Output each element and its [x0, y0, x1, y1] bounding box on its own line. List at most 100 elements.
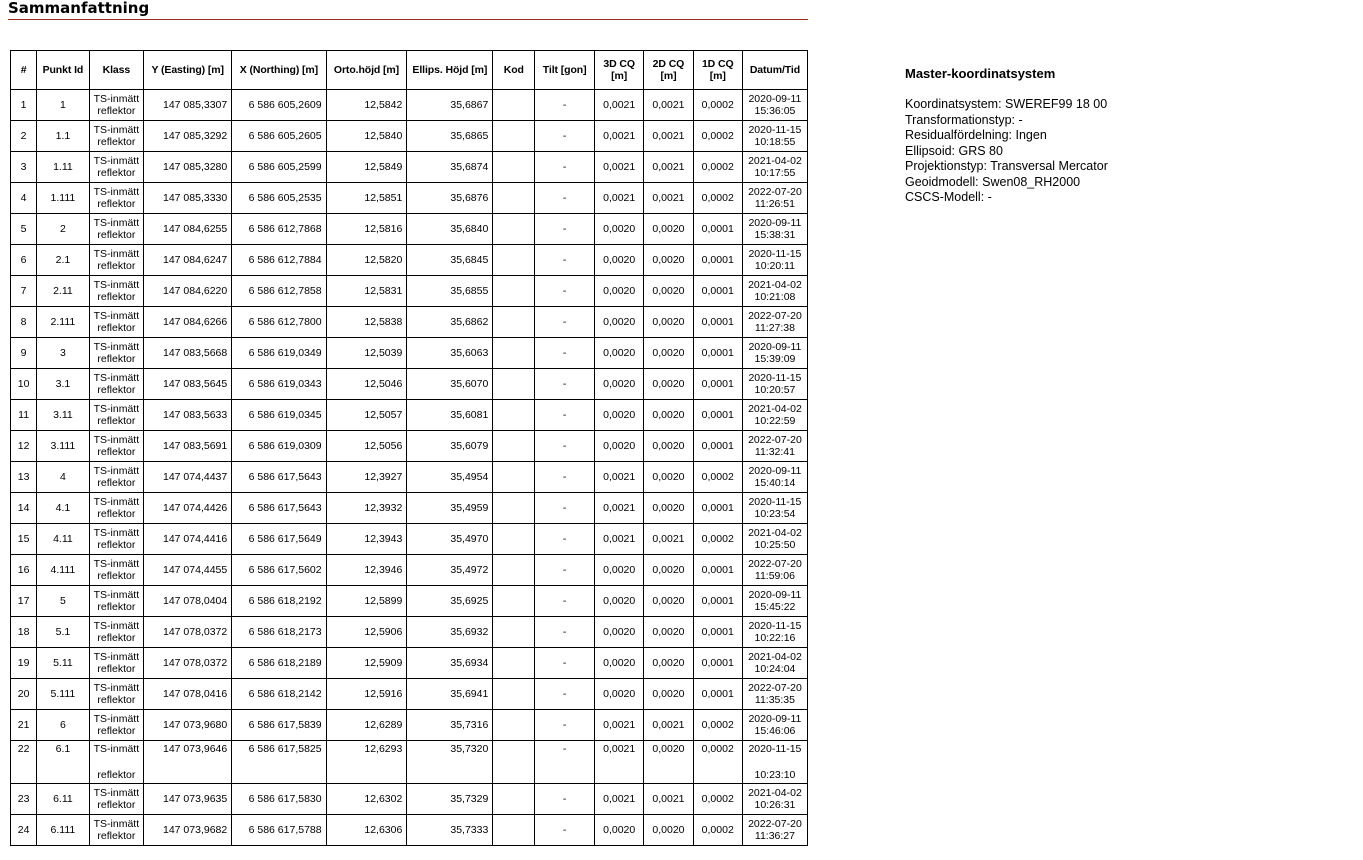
cell-x: 6 586 617,5825 — [231, 740, 327, 784]
table-row[interactable]: 5 2 TS-inmätt reflektor 147 084,6255 6 586 6… — [9, 213, 809, 245]
cell-punkt: 6.11 — [36, 783, 90, 815]
cell-x: 6 586 617,5839 — [231, 709, 327, 741]
cell-y: 147 084,6247 — [143, 244, 233, 276]
table-header-row: # Punkt Id Klass Y (Easting) [m] X (Northing… — [9, 50, 809, 90]
cell-klass: TS-inmätt reflektor — [88, 306, 145, 338]
column-header-cq3d[interactable]: 3D CQ [m] — [594, 50, 645, 90]
cell-idx: 21 — [9, 709, 38, 741]
cell-klass: TS-inmätt reflektor — [88, 213, 145, 245]
cell-tilt: - — [534, 244, 596, 276]
column-header-datum[interactable]: Datum/Tid — [741, 50, 809, 90]
column-header-idx[interactable]: # — [9, 50, 38, 90]
cell-datum: 2020-11-15 10:18:55 — [741, 120, 809, 152]
column-header-orto[interactable]: Orto.höjd [m] — [325, 50, 408, 90]
table-row[interactable]: 23 6.11 TS-inmätt reflektor 147 073,9635 6 5… — [9, 783, 809, 815]
table-row[interactable]: 17 5 TS-inmätt reflektor 147 078,0404 6 586 … — [9, 585, 809, 617]
master-panel-list: Koordinatsystem: SWEREF99 18 00 Transform… — [905, 97, 1305, 206]
cell-x: 6 586 605,2535 — [231, 182, 327, 214]
table-row[interactable]: 15 4.11 TS-inmätt reflektor 147 074,4416 6 5… — [9, 523, 809, 555]
table-row[interactable]: 11 3.11 TS-inmätt reflektor 147 083,5633 6 5… — [9, 399, 809, 431]
master-panel-line: Residualfördelning: Ingen — [905, 128, 1047, 142]
cell-cq2d: 0,0021 — [643, 151, 694, 183]
column-header-klass[interactable]: Klass — [88, 50, 145, 90]
table-row[interactable]: 9 3 TS-inmätt reflektor 147 083,5668 6 586 6… — [9, 337, 809, 369]
column-header-punkt[interactable]: Punkt Id — [36, 50, 90, 90]
cell-klass: TS-inmätt reflektor — [88, 585, 145, 617]
cell-ell: 35,7320 — [406, 740, 494, 784]
column-header-tilt[interactable]: Tilt [gon] — [534, 50, 596, 90]
cell-cq2d: 0,0020 — [643, 647, 694, 679]
cell-y: 147 083,5645 — [143, 368, 233, 400]
cell-punkt: 5 — [36, 585, 90, 617]
table-row[interactable]: 24 6.111 TS-inmätt reflektor 147 073,9682 6 … — [9, 814, 809, 846]
cell-orto: 12,5057 — [325, 399, 408, 431]
cell-kod — [492, 89, 536, 121]
cell-orto: 12,5831 — [325, 275, 408, 307]
cell-kod — [492, 492, 536, 524]
cell-klass: TS-inmätt reflektor — [88, 120, 145, 152]
cell-orto: 12,5842 — [325, 89, 408, 121]
cell-cq3d: 0,0021 — [594, 182, 645, 214]
cell-punkt: 3.111 — [36, 430, 90, 462]
cell-orto: 12,3932 — [325, 492, 408, 524]
cell-datum: 2021-04-02 10:21:08 — [741, 275, 809, 307]
cell-punkt: 5.11 — [36, 647, 90, 679]
cell-ell: 35,4972 — [406, 554, 494, 586]
table-row[interactable]: 8 2.111 TS-inmätt reflektor 147 084,6266 6 5… — [9, 306, 809, 338]
cell-idx: 16 — [9, 554, 38, 586]
column-header-kod[interactable]: Kod — [492, 50, 536, 90]
table-row[interactable]: 14 4.1 TS-inmätt reflektor 147 074,4426 6 58… — [9, 492, 809, 524]
cell-klass: TS-inmätt reflektor — [88, 461, 145, 493]
cell-klass: TS-inmätt reflektor — [88, 554, 145, 586]
table-row[interactable]: 19 5.11 TS-inmätt reflektor 147 078,0372 6 5… — [9, 647, 809, 679]
table-row[interactable]: 16 4.111 TS-inmätt reflektor 147 074,4455 6 … — [9, 554, 809, 586]
table-row[interactable]: 6 2.1 TS-inmätt reflektor 147 084,6247 6 586… — [9, 244, 809, 276]
table-row[interactable]: 18 5.1 TS-inmätt reflektor 147 078,0372 6 58… — [9, 616, 809, 648]
cell-tilt: - — [534, 337, 596, 369]
cell-idx: 11 — [9, 399, 38, 431]
cell-y: 147 073,9635 — [143, 783, 233, 815]
table-row[interactable]: 2 1.1 TS-inmätt reflektor 147 085,3292 6 586… — [9, 120, 809, 152]
cell-x: 6 586 612,7858 — [231, 275, 327, 307]
cell-tilt: - — [534, 783, 596, 815]
cell-klass: TS-inmätt reflektor — [88, 368, 145, 400]
table-row[interactable]: 3 1.11 TS-inmätt reflektor 147 085,3280 6 58… — [9, 151, 809, 183]
column-header-cq2d[interactable]: 2D CQ [m] — [643, 50, 694, 90]
table-row[interactable]: 12 3.111 TS-inmätt reflektor 147 083,5691 6 … — [9, 430, 809, 462]
cell-datum: 2020-09-11 15:45:22 — [741, 585, 809, 617]
cell-tilt: - — [534, 740, 596, 784]
master-panel-line: Ellipsoid: GRS 80 — [905, 143, 1003, 158]
column-header-cq1d[interactable]: 1D CQ [m] — [692, 50, 743, 90]
cell-y: 147 073,9646 — [143, 740, 233, 784]
cell-tilt: - — [534, 430, 596, 462]
cell-punkt: 6.1 — [36, 740, 90, 784]
cell-x: 6 586 605,2609 — [231, 89, 327, 121]
table-row[interactable]: 7 2.11 TS-inmätt reflektor 147 084,6220 6 58… — [9, 275, 809, 307]
cell-y: 147 073,9680 — [143, 709, 233, 741]
cell-punkt: 1.111 — [36, 182, 90, 214]
cell-kod — [492, 182, 536, 214]
column-header-x[interactable]: X (Northing) [m] — [231, 50, 327, 90]
table-row[interactable]: 10 3.1 TS-inmätt reflektor 147 083,5645 6 58… — [9, 368, 809, 400]
table-row[interactable]: 13 4 TS-inmätt reflektor 147 074,4437 6 586 … — [9, 461, 809, 493]
table-row[interactable]: 21 6 TS-inmätt reflektor 147 073,9680 6 586 … — [9, 709, 809, 741]
cell-punkt: 1.1 — [36, 120, 90, 152]
cell-x: 6 586 618,2192 — [231, 585, 327, 617]
cell-y: 147 074,4416 — [143, 523, 233, 555]
column-header-y[interactable]: Y (Easting) [m] — [143, 50, 233, 90]
cell-idx: 7 — [9, 275, 38, 307]
cell-orto: 12,6306 — [325, 814, 408, 846]
table-row[interactable]: 4 1.111 TS-inmätt reflektor 147 085,3330 6 5… — [9, 182, 809, 214]
cell-idx: 23 — [9, 783, 38, 815]
cell-y: 147 085,3307 — [143, 89, 233, 121]
column-header-ell[interactable]: Ellips. Höjd [m] — [406, 50, 494, 90]
table-row[interactable]: 22 6.1 TS-inmätt reflektor 147 073,9646 6 586… — [9, 740, 809, 784]
cell-cq1d: 0,0001 — [692, 306, 743, 338]
cell-orto: 12,3946 — [325, 554, 408, 586]
table-row[interactable]: 1 1 TS-inmätt reflektor 147 085,3307 6 586 6… — [9, 89, 809, 121]
cell-idx: 10 — [9, 368, 38, 400]
cell-kod — [492, 151, 536, 183]
cell-datum: 2020-11-15 10:23:10 — [741, 740, 809, 784]
table-row[interactable]: 20 5.111 TS-inmätt reflektor 147 078,0416 6 … — [9, 678, 809, 710]
cell-punkt: 5.111 — [36, 678, 90, 710]
